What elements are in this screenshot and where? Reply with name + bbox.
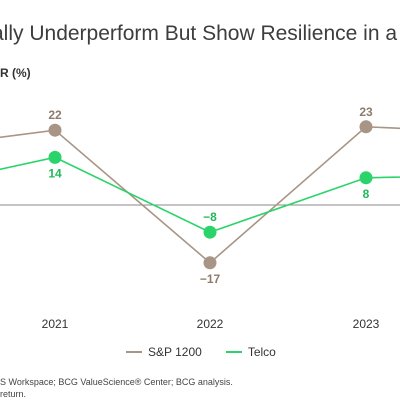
x-tick-label-2022: 2022 bbox=[197, 317, 224, 331]
data-label-sp1200-2023: 23 bbox=[359, 105, 373, 119]
chart-title: ally Underperform But Show Resilience in… bbox=[0, 22, 398, 45]
x-tick-label-2021: 2021 bbox=[42, 317, 69, 331]
data-label-telco-2022: −8 bbox=[203, 210, 217, 224]
data-point-telco-2022 bbox=[203, 225, 217, 239]
data-point-sp1200-2022 bbox=[203, 256, 217, 270]
source-line-2: return. bbox=[0, 389, 27, 399]
x-tick-label-2023: 2023 bbox=[353, 317, 380, 331]
data-label-sp1200-2022: −17 bbox=[200, 272, 221, 286]
legend-label-sp1200: S&P 1200 bbox=[148, 345, 202, 359]
data-point-telco-2021 bbox=[48, 150, 62, 164]
legend-swatch-sp1200 bbox=[126, 351, 142, 353]
chart-legend: S&P 1200 Telco bbox=[126, 345, 276, 359]
legend-item-sp1200: S&P 1200 bbox=[126, 345, 202, 359]
data-label-sp1200-2021: 22 bbox=[48, 108, 62, 122]
source-note: S Workspace; BCG ValueScience® Center; B… bbox=[0, 376, 233, 400]
data-point-telco-2023 bbox=[359, 171, 373, 185]
data-point-sp1200-2023 bbox=[359, 120, 373, 134]
data-point-sp1200-2021 bbox=[48, 123, 62, 137]
legend-item-telco: Telco bbox=[225, 345, 276, 359]
legend-label-telco: Telco bbox=[247, 345, 276, 359]
series-line-sp1200 bbox=[0, 125, 400, 264]
source-line-1: S Workspace; BCG ValueScience® Center; B… bbox=[0, 377, 233, 387]
data-label-telco-2021: 14 bbox=[48, 166, 62, 180]
legend-swatch-telco bbox=[225, 351, 242, 353]
data-label-telco-2023: 8 bbox=[363, 187, 370, 201]
y-axis-label: R (%) bbox=[0, 66, 31, 80]
